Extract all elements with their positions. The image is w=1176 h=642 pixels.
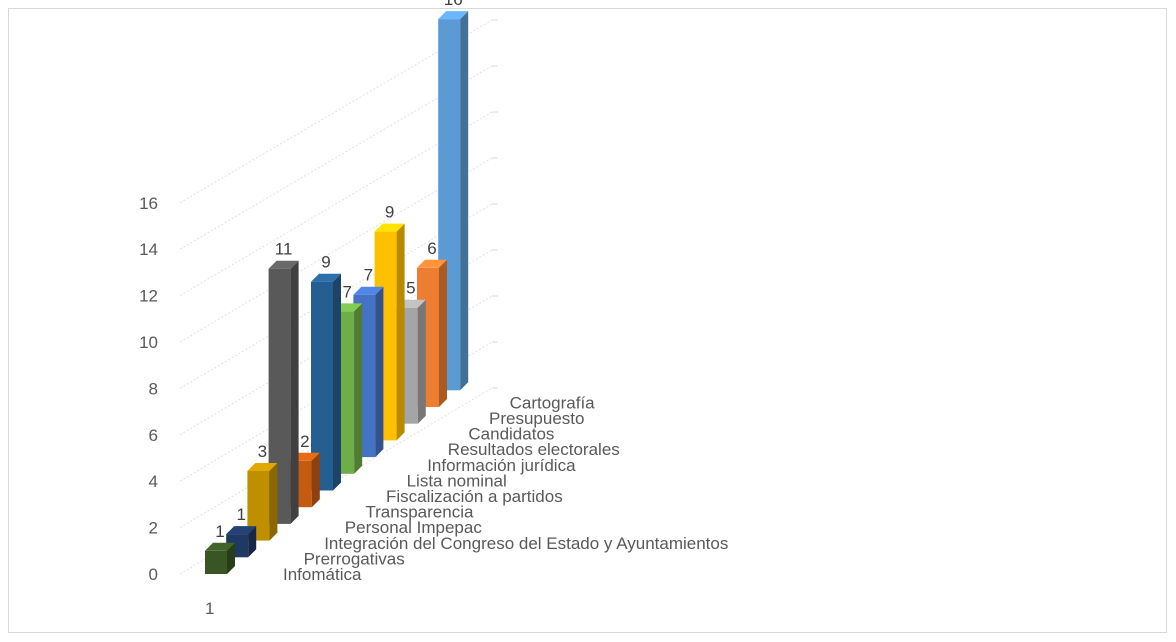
- y-tick-label: 14: [139, 240, 158, 259]
- category-label: Presupuesto: [489, 409, 584, 428]
- data-label: 9: [385, 203, 394, 222]
- y-tick-label: 10: [139, 333, 158, 352]
- y-tick-label: 8: [149, 379, 158, 398]
- y-tick-label: 6: [149, 426, 158, 445]
- data-label: 2: [300, 432, 309, 451]
- data-label: 1: [215, 522, 224, 541]
- category-label: Infomática: [283, 565, 362, 584]
- category-label: Información jurídica: [427, 456, 576, 475]
- category-label: Cartografía: [510, 393, 596, 412]
- category-label: Resultados electorales: [448, 440, 620, 459]
- y-tick-label: 2: [149, 519, 158, 538]
- y-tick-label: 4: [149, 472, 158, 491]
- category-label: Personal Impepac: [345, 518, 483, 537]
- y-tick-label: 16: [139, 194, 158, 213]
- category-label: Fiscalización a partidos: [386, 487, 563, 506]
- data-label: 11: [275, 240, 293, 259]
- data-label: 16: [444, 0, 463, 9]
- chart-area: [8, 8, 1167, 633]
- bar: [247, 463, 278, 541]
- data-label: 3: [258, 442, 267, 461]
- data-label: 7: [342, 282, 351, 301]
- category-label: Prerrogativas: [304, 549, 405, 568]
- y-tick-label: 12: [139, 287, 158, 306]
- series-x-label: 1: [205, 599, 214, 618]
- data-label: 6: [427, 239, 436, 258]
- category-label: Transparencia: [365, 503, 474, 522]
- data-label: 9: [321, 253, 330, 272]
- category-label: Lista nominal: [407, 471, 507, 490]
- y-tick-label: 0: [149, 565, 158, 584]
- data-label: 5: [406, 279, 415, 298]
- data-label: 7: [364, 266, 373, 285]
- bar: [268, 260, 299, 524]
- bar: [311, 273, 341, 491]
- category-label: Candidatos: [468, 425, 554, 444]
- bar: [205, 542, 235, 574]
- category-label: Integración del Congreso del Estado y Ay…: [324, 534, 728, 553]
- data-label: 1: [236, 505, 245, 524]
